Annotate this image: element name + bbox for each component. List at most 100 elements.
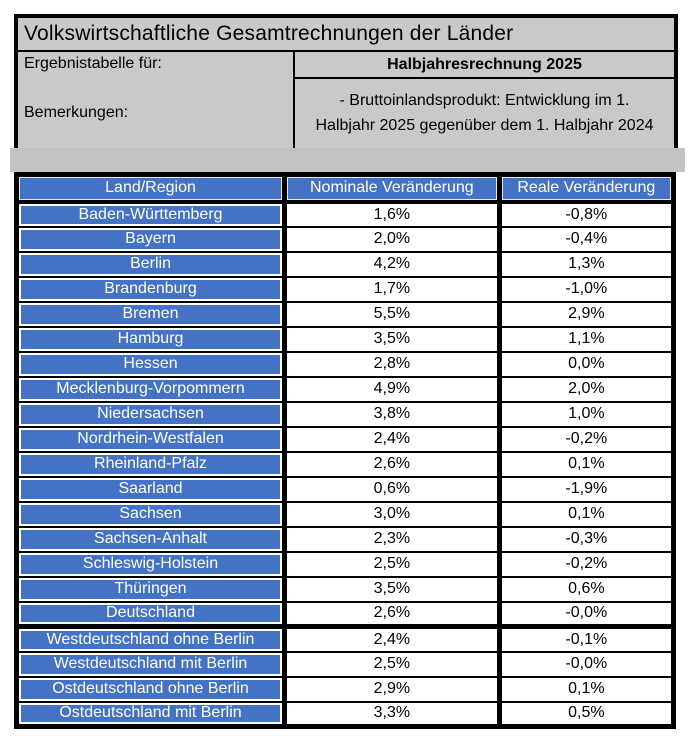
region-cell: Rheinland-Pfalz — [15, 450, 286, 478]
real-cell: 0,1% — [496, 675, 675, 703]
nominal-cell: 2,8% — [282, 350, 501, 378]
table-row: Deutschland 2,6% -0,0% — [15, 600, 675, 628]
real-cell: -0,2% — [496, 425, 675, 453]
nominal-cell: 2,5% — [282, 550, 501, 578]
region-cell: Bremen — [15, 300, 286, 328]
real-cell: 0,1% — [496, 500, 675, 528]
real-cell: -0,0% — [496, 650, 675, 678]
column-header-region: Land/Region — [15, 173, 286, 204]
region-cell: Ostdeutschland ohne Berlin — [15, 675, 286, 703]
nominal-cell: 5,5% — [282, 300, 501, 328]
nominal-cell: 1,6% — [282, 200, 501, 228]
nominal-cell: 4,9% — [282, 375, 501, 403]
table-body-aggregates: Westdeutschland ohne Berlin 2,4% -0,1% West… — [15, 624, 675, 728]
nominal-cell: 2,3% — [282, 525, 501, 553]
remarks-line-1: - Bruttoinlandsprodukt: Entwicklung im 1… — [339, 91, 630, 109]
real-cell: 0,0% — [496, 350, 675, 378]
region-cell: Berlin — [15, 250, 286, 278]
table-row: Nordrhein-Westfalen 2,4% -0,2% — [15, 425, 675, 453]
real-cell: -0,4% — [496, 225, 675, 253]
real-cell: 0,6% — [496, 575, 675, 603]
table-row: Baden-Württemberg 1,6% -0,8% — [15, 200, 675, 228]
table-row: Westdeutschland ohne Berlin 2,4% -0,1% — [15, 624, 675, 653]
header-meta-values: Halbjahresrechnung 2025 - Bruttoinlandsp… — [293, 52, 674, 148]
real-cell: 0,1% — [496, 450, 675, 478]
real-cell: -0,3% — [496, 525, 675, 553]
results-table: Land/Region Nominale Veränderung Reale V… — [14, 172, 676, 729]
region-cell: Westdeutschland mit Berlin — [15, 650, 286, 678]
table-header-row: Land/Region Nominale Veränderung Reale V… — [15, 173, 675, 204]
table-row: Sachsen-Anhalt 2,3% -0,3% — [15, 525, 675, 553]
table-row: Niedersachsen 3,8% 1,0% — [15, 400, 675, 428]
real-cell: -1,0% — [496, 275, 675, 303]
table-row: Bayern 2,0% -0,4% — [15, 225, 675, 253]
region-cell: Thüringen — [15, 575, 286, 603]
nominal-cell: 1,7% — [282, 275, 501, 303]
column-header-real: Reale Veränderung — [496, 173, 675, 204]
region-cell: Ostdeutschland mit Berlin — [15, 700, 286, 728]
real-cell: -0,8% — [496, 200, 675, 228]
real-cell: -0,1% — [496, 624, 675, 653]
remarks-line-2: Halbjahr 2025 gegenüber dem 1. Halbjahr … — [315, 116, 654, 134]
table-row: Ostdeutschland mit Berlin 3,3% 0,5% — [15, 700, 675, 728]
table-row: Sachsen 3,0% 0,1% — [15, 500, 675, 528]
remarks-text: - Bruttoinlandsprodukt: Entwicklung im 1… — [295, 79, 674, 148]
real-cell: -0,2% — [496, 550, 675, 578]
table-row: Hessen 2,8% 0,0% — [15, 350, 675, 378]
real-cell: 1,3% — [496, 250, 675, 278]
table-row: Schleswig-Holstein 2,5% -0,2% — [15, 550, 675, 578]
table-row: Berlin 4,2% 1,3% — [15, 250, 675, 278]
table-row: Brandenburg 1,7% -1,0% — [15, 275, 675, 303]
table-row: Hamburg 3,5% 1,1% — [15, 325, 675, 353]
real-cell: 0,5% — [496, 700, 675, 728]
nominal-cell: 3,8% — [282, 400, 501, 428]
table-row: Ostdeutschland ohne Berlin 2,9% 0,1% — [15, 675, 675, 703]
remarks-label: Bemerkungen: — [24, 104, 129, 121]
region-cell: Nordrhein-Westfalen — [15, 425, 286, 453]
region-cell: Hamburg — [15, 325, 286, 353]
column-header-nominal: Nominale Veränderung — [282, 173, 501, 204]
region-cell: Sachsen-Anhalt — [15, 525, 286, 553]
region-cell: Westdeutschland ohne Berlin — [15, 624, 286, 653]
header-meta-labels: Ergebnistabelle für: Bemerkungen: — [18, 52, 293, 148]
nominal-cell: 2,9% — [282, 675, 501, 703]
header-meta: Ergebnistabelle für: Bemerkungen: Halbja… — [18, 52, 674, 148]
region-cell: Deutschland — [15, 600, 286, 628]
table-row: Bremen 5,5% 2,9% — [15, 300, 675, 328]
table-body-main: Baden-Württemberg 1,6% -0,8% Bayern 2,0% -0,4… — [15, 200, 675, 628]
region-cell: Sachsen — [15, 500, 286, 528]
region-cell: Niedersachsen — [15, 400, 286, 428]
region-cell: Brandenburg — [15, 275, 286, 303]
real-cell: 1,1% — [496, 325, 675, 353]
real-cell: 2,9% — [496, 300, 675, 328]
nominal-cell: 2,6% — [282, 450, 501, 478]
nominal-cell: 2,6% — [282, 600, 501, 628]
region-cell: Mecklenburg-Vorpommern — [15, 375, 286, 403]
header-block: Volkswirtschaftliche Gesamtrechnungen de… — [14, 14, 678, 152]
region-cell: Hessen — [15, 350, 286, 378]
separator-band — [10, 148, 685, 172]
nominal-cell: 4,2% — [282, 250, 501, 278]
region-cell: Schleswig-Holstein — [15, 550, 286, 578]
nominal-cell: 2,5% — [282, 650, 501, 678]
nominal-cell: 3,0% — [282, 500, 501, 528]
table-row: Mecklenburg-Vorpommern 4,9% 2,0% — [15, 375, 675, 403]
nominal-cell: 0,6% — [282, 475, 501, 503]
real-cell: 1,0% — [496, 400, 675, 428]
region-cell: Saarland — [15, 475, 286, 503]
nominal-cell: 2,4% — [282, 425, 501, 453]
region-cell: Bayern — [15, 225, 286, 253]
real-cell: -1,9% — [496, 475, 675, 503]
table-row: Thüringen 3,5% 0,6% — [15, 575, 675, 603]
nominal-cell: 3,5% — [282, 575, 501, 603]
page-title: Volkswirtschaftliche Gesamtrechnungen de… — [18, 18, 674, 52]
table-row: Rheinland-Pfalz 2,6% 0,1% — [15, 450, 675, 478]
nominal-cell: 2,0% — [282, 225, 501, 253]
result-table-label: Ergebnistabelle für: — [24, 55, 162, 72]
nominal-cell: 3,3% — [282, 700, 501, 728]
result-table-value: Halbjahresrechnung 2025 — [295, 52, 674, 79]
table-row: Westdeutschland mit Berlin 2,5% -0,0% — [15, 650, 675, 678]
region-cell: Baden-Württemberg — [15, 200, 286, 228]
real-cell: -0,0% — [496, 600, 675, 628]
